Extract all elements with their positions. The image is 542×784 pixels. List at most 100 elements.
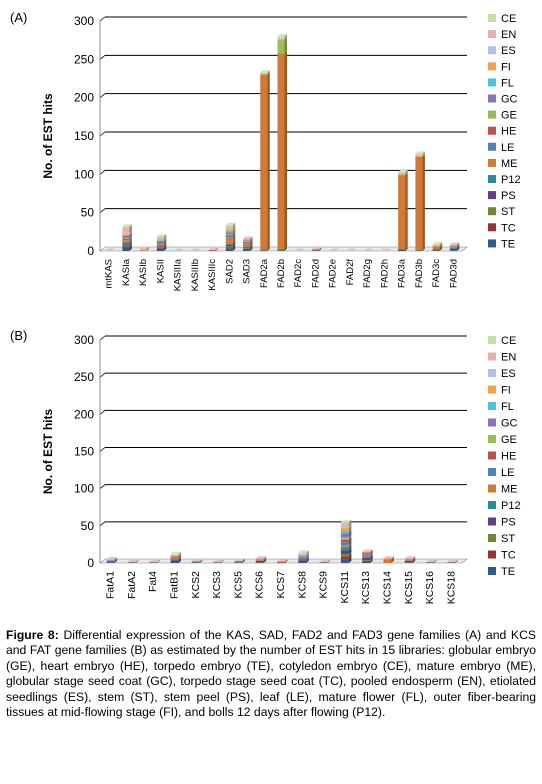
legend-swatch (488, 484, 496, 493)
bar-segment (415, 154, 423, 156)
bar-segment-side (422, 248, 425, 251)
bar-segment (340, 559, 349, 563)
bar-segment-side (422, 153, 425, 157)
bar-segment-side (250, 244, 253, 248)
bar-segment-side (306, 552, 309, 556)
bar-segment (415, 250, 423, 251)
bar-segment (362, 556, 371, 558)
bar-segment (122, 235, 130, 238)
bar-segment (449, 246, 457, 248)
gridline (99, 93, 106, 98)
bar-segment-side (348, 539, 352, 546)
x-tick-label: FAD2e (328, 259, 339, 288)
bar-segment-side (348, 551, 352, 557)
bar-segment-side (370, 557, 373, 561)
bar-segment-side (263, 559, 267, 563)
bar-segment (156, 243, 164, 246)
bar-segment-side (129, 225, 132, 234)
legend-label: ME (501, 484, 518, 496)
bar-segment-side (306, 551, 309, 555)
bar-segment (156, 236, 164, 238)
bar-segment-side (163, 238, 167, 242)
bar-segment (340, 547, 349, 551)
chart-panel-b: (B) 0 50 100 150 200 250 300 No. of EST hits Fat… (0, 318, 542, 622)
bar-top (426, 560, 437, 563)
bar-segment-side (178, 557, 182, 561)
bar-segment-side (306, 555, 309, 559)
legend-swatch (488, 46, 496, 55)
bar-segment (404, 562, 413, 563)
bar-segment (449, 245, 457, 247)
x-tick-label: KCS6 (254, 571, 266, 599)
bar-segment (234, 560, 243, 562)
bar-segment-side (250, 246, 253, 250)
y-tick-label: 150 (74, 445, 94, 459)
y-tick-label: 0 (87, 244, 94, 258)
bar-segment (298, 552, 307, 554)
figure-caption: Figure 8: Differential expression of the… (6, 628, 536, 720)
bar-top (139, 246, 150, 249)
bar-segment-side (232, 224, 236, 229)
x-tick-label: FAD3c (431, 259, 442, 288)
bar-segment-side (263, 557, 267, 561)
bar-segment (298, 553, 307, 555)
bar-segment-side (163, 244, 167, 248)
bar-segment (260, 73, 268, 75)
bar-segment (277, 40, 285, 54)
legend-label: FL (501, 401, 514, 413)
bar-top (105, 248, 115, 251)
legend-swatch (488, 158, 496, 167)
gridline (99, 484, 106, 489)
legend-label: GE (501, 434, 517, 446)
bar-segment-side (267, 70, 270, 74)
bar-segment (122, 234, 130, 235)
bar-segment-side (250, 247, 253, 251)
gridline (99, 521, 106, 527)
bar-segment-side (129, 244, 132, 248)
bar-segment-side (439, 247, 443, 251)
bar-segment-side (250, 240, 253, 244)
bar-segment-side (370, 550, 373, 555)
bar-segment-side (114, 559, 118, 563)
bar-top (329, 248, 339, 251)
bar-segment (311, 250, 319, 251)
bar-segment-side (439, 248, 443, 251)
bar-segment-side (242, 558, 245, 562)
bar-segment (170, 560, 179, 562)
legend-label: PS (501, 190, 516, 202)
y-tick-label: 300 (74, 333, 94, 347)
bar-segment-side (163, 234, 167, 238)
bar-segment-side (178, 554, 182, 558)
legend-swatch (488, 336, 496, 344)
bar-segment (225, 229, 233, 232)
legend-label: P12 (501, 174, 521, 186)
bar-top (447, 560, 458, 563)
bar-segment-side (405, 247, 408, 251)
bar-segment (298, 560, 307, 562)
bar-segment-side (348, 528, 352, 534)
x-tick-label: FAD2b (276, 259, 287, 288)
bar-segment-side (405, 171, 408, 175)
bar-segment (398, 172, 406, 173)
bar-segment (255, 560, 264, 561)
bar-segment (255, 561, 264, 563)
bar-segment (362, 552, 371, 555)
bar-segment-side (263, 558, 267, 562)
bar-segment (340, 539, 349, 543)
bar-segment (260, 73, 268, 74)
bar-segment (298, 560, 307, 561)
bar-segment (225, 235, 233, 238)
bar-segment-side (157, 560, 160, 563)
bar-top (122, 224, 132, 227)
bar-segment-side (370, 559, 373, 563)
bar-segment-side (348, 525, 352, 532)
bar-segment (260, 249, 268, 251)
bar-segment (398, 172, 406, 174)
bar-segment-side (232, 228, 236, 233)
bar-segment (139, 250, 147, 251)
bar-segment (362, 560, 371, 562)
bar-segment (277, 36, 285, 38)
bar-segment (340, 550, 349, 555)
bar-segment-side (163, 236, 167, 240)
legend-swatch (488, 534, 496, 542)
